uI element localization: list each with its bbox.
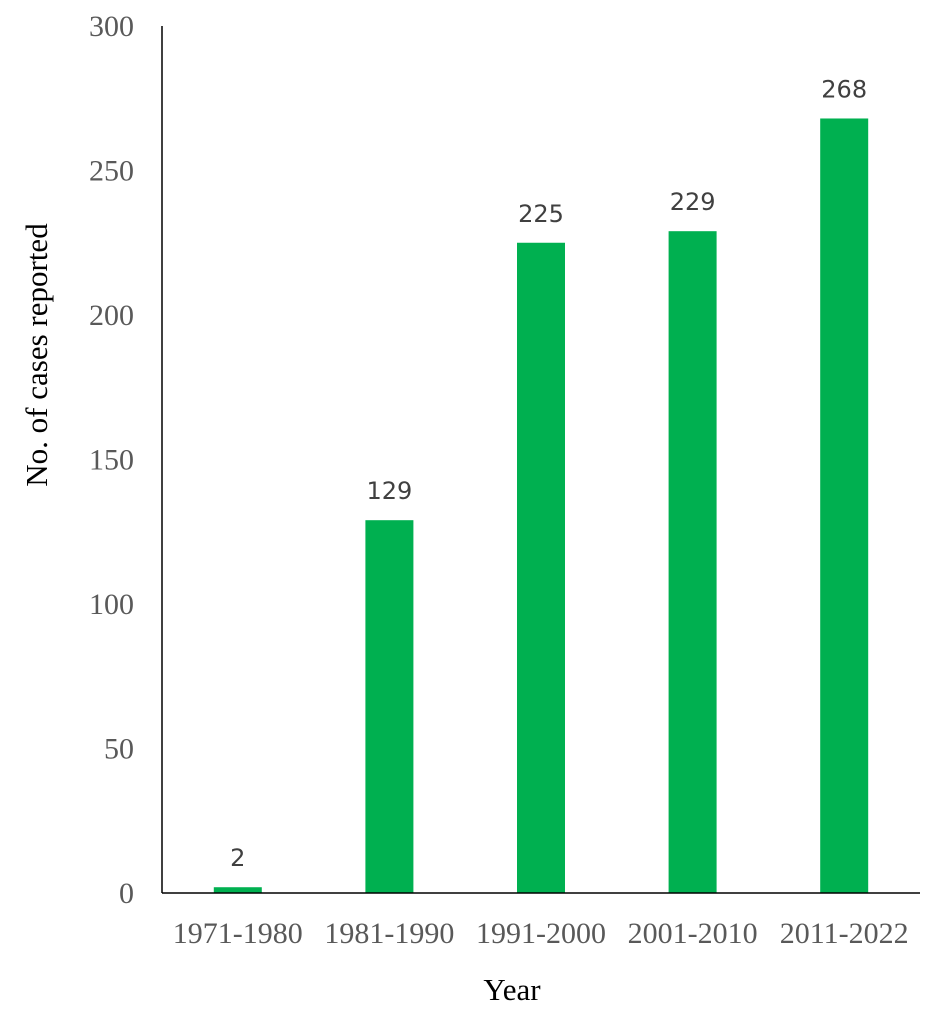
y-tick-label: 100 (89, 588, 134, 621)
bar (668, 231, 717, 893)
data-label: 225 (518, 200, 564, 228)
bars (213, 118, 869, 894)
bar (365, 520, 414, 893)
y-axis-ticks: 0 50 100 150 200 250 300 (89, 10, 134, 910)
y-tick-label: 200 (89, 299, 134, 332)
data-label: 2 (230, 844, 245, 872)
data-label: 129 (366, 477, 412, 505)
x-tick-label: 2011-2022 (780, 917, 909, 950)
x-axis-title: Year (483, 972, 541, 1007)
data-labels: 2 129 225 229 268 (230, 75, 867, 872)
x-tick-label: 1981-1990 (324, 917, 454, 950)
bar (517, 242, 565, 893)
x-axis-ticks: 1971-1980 1981-1990 1991-2000 2001-2010 2011… (173, 917, 909, 950)
y-tick-label: 50 (104, 733, 134, 766)
y-tick-label: 250 (89, 155, 134, 188)
x-tick-label: 2001-2010 (628, 917, 758, 950)
y-tick-label: 300 (89, 10, 134, 43)
y-tick-label: 0 (119, 877, 134, 910)
x-tick-label: 1991-2000 (476, 917, 606, 950)
data-label: 268 (821, 75, 867, 103)
bar (820, 118, 869, 894)
x-tick-label: 1971-1980 (173, 917, 303, 950)
data-label: 229 (670, 188, 716, 216)
y-tick-label: 150 (89, 444, 134, 477)
bar (213, 887, 262, 893)
y-axis-title: No. of cases reported (19, 223, 54, 487)
